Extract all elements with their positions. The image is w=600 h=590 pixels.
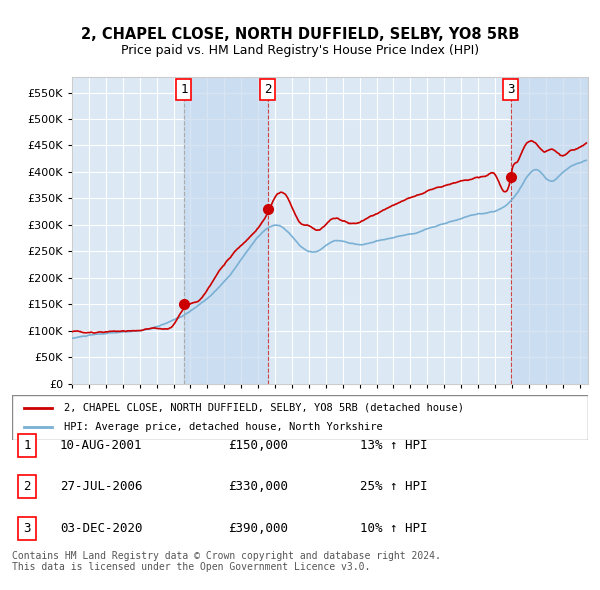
Text: 2: 2 xyxy=(23,480,31,493)
Text: 10-AUG-2001: 10-AUG-2001 xyxy=(60,439,143,452)
Text: £330,000: £330,000 xyxy=(228,480,288,493)
Text: 3: 3 xyxy=(23,522,31,535)
Text: Contains HM Land Registry data © Crown copyright and database right 2024.
This d: Contains HM Land Registry data © Crown c… xyxy=(12,550,441,572)
Text: 25% ↑ HPI: 25% ↑ HPI xyxy=(360,480,427,493)
Bar xyxy=(511,77,588,384)
Text: 1: 1 xyxy=(23,439,31,452)
Text: 2: 2 xyxy=(264,83,271,96)
Bar xyxy=(184,77,268,384)
FancyBboxPatch shape xyxy=(12,395,588,440)
Text: 13% ↑ HPI: 13% ↑ HPI xyxy=(360,439,427,452)
Text: HPI: Average price, detached house, North Yorkshire: HPI: Average price, detached house, Nort… xyxy=(64,422,383,432)
Text: 1: 1 xyxy=(180,83,188,96)
Text: 27-JUL-2006: 27-JUL-2006 xyxy=(60,480,143,493)
Text: £390,000: £390,000 xyxy=(228,522,288,535)
Text: 3: 3 xyxy=(507,83,514,96)
Text: £150,000: £150,000 xyxy=(228,439,288,452)
Text: 03-DEC-2020: 03-DEC-2020 xyxy=(60,522,143,535)
Text: 10% ↑ HPI: 10% ↑ HPI xyxy=(360,522,427,535)
Text: Price paid vs. HM Land Registry's House Price Index (HPI): Price paid vs. HM Land Registry's House … xyxy=(121,44,479,57)
Text: 2, CHAPEL CLOSE, NORTH DUFFIELD, SELBY, YO8 5RB (detached house): 2, CHAPEL CLOSE, NORTH DUFFIELD, SELBY, … xyxy=(64,403,464,412)
Text: 2, CHAPEL CLOSE, NORTH DUFFIELD, SELBY, YO8 5RB: 2, CHAPEL CLOSE, NORTH DUFFIELD, SELBY, … xyxy=(81,27,519,41)
